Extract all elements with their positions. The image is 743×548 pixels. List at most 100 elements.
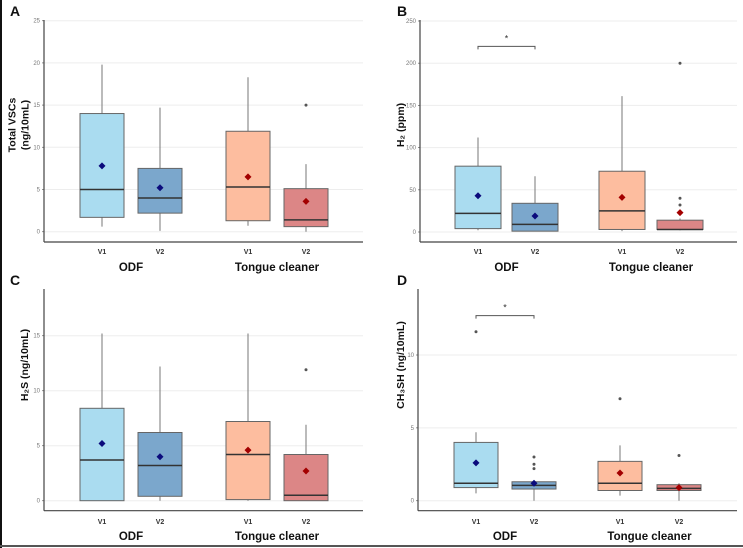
x-tick-label: V2 bbox=[676, 249, 685, 256]
mean-diamond bbox=[531, 212, 539, 220]
x-tick-label: V1 bbox=[244, 249, 253, 256]
mean-diamond bbox=[474, 192, 482, 200]
y-tick-label: 15 bbox=[33, 103, 40, 109]
group-label: Tongue cleaner bbox=[609, 262, 694, 274]
mean-diamond bbox=[244, 173, 252, 181]
y-tick-label: 15 bbox=[33, 334, 40, 340]
y-axis-label: H₂S (ng/10mL) bbox=[19, 329, 31, 401]
mean-diamond bbox=[302, 197, 310, 205]
group-label: ODF bbox=[119, 262, 143, 274]
y-tick-label: 0 bbox=[37, 499, 41, 505]
outlier-point bbox=[532, 467, 536, 471]
y-axis-label: CH₃SH (ng/10mL) bbox=[395, 321, 407, 409]
box-odf-v2: V2 bbox=[511, 455, 557, 526]
mean-diamond bbox=[98, 440, 106, 447]
outlier-point bbox=[532, 462, 536, 466]
y-tick-label: 10 bbox=[407, 353, 414, 359]
box-odf-v1: V1 bbox=[454, 137, 502, 256]
outlier-point bbox=[678, 203, 682, 207]
group-label: Tongue cleaner bbox=[607, 531, 692, 543]
x-tick-label: V1 bbox=[98, 519, 107, 526]
y-tick-label: 20 bbox=[33, 61, 40, 67]
iqr-box bbox=[283, 188, 329, 228]
significance-star: * bbox=[503, 303, 507, 313]
group-label: ODF bbox=[493, 531, 517, 543]
iqr-box bbox=[225, 421, 271, 501]
panel-letter: A bbox=[10, 3, 20, 19]
mean-diamond bbox=[98, 162, 106, 170]
y-tick-label: 100 bbox=[406, 146, 417, 152]
left-border bbox=[0, 0, 2, 548]
x-tick-label: V2 bbox=[302, 519, 311, 526]
y-tick-label: 150 bbox=[406, 103, 417, 109]
group-label: ODF bbox=[494, 262, 518, 274]
x-tick-label: V2 bbox=[156, 249, 165, 256]
outlier-point bbox=[532, 455, 536, 459]
outlier-point bbox=[678, 196, 682, 200]
y-tick-label: 0 bbox=[411, 499, 415, 505]
box-tongue-cleaner-v1: V1 bbox=[225, 333, 271, 526]
box-tongue-cleaner-v2: V2 bbox=[283, 368, 329, 526]
x-tick-label: V1 bbox=[616, 519, 625, 526]
y-tick-label: 200 bbox=[406, 61, 417, 67]
x-tick-label: V1 bbox=[244, 519, 253, 526]
iqr-box bbox=[283, 454, 329, 502]
mean-diamond bbox=[530, 479, 538, 487]
box-tongue-cleaner-v1: V1 bbox=[597, 397, 643, 526]
significance-bracket bbox=[477, 45, 536, 50]
group-label: Tongue cleaner bbox=[235, 531, 320, 543]
y-axis-label: H₂ (ppm) bbox=[395, 103, 407, 147]
iqr-box bbox=[656, 219, 704, 230]
outlier-point bbox=[304, 368, 308, 372]
group-label: ODF bbox=[119, 531, 143, 543]
box-odf-v2: V2 bbox=[137, 107, 183, 256]
y-tick-label: 0 bbox=[413, 230, 417, 236]
outlier-point bbox=[474, 330, 478, 334]
mean-diamond bbox=[616, 469, 624, 477]
y-axis-label: Total VSCs bbox=[7, 98, 19, 153]
y-axis-label: (ng/10mL) bbox=[20, 100, 32, 150]
x-tick-label: V1 bbox=[98, 249, 107, 256]
box-tongue-cleaner-v2: V2 bbox=[656, 61, 704, 256]
mean-diamond bbox=[472, 459, 480, 467]
mean-diamond bbox=[156, 453, 164, 461]
mean-diamond bbox=[675, 484, 683, 492]
outlier-point bbox=[678, 61, 682, 65]
box-tongue-cleaner-v2: V2 bbox=[283, 103, 329, 256]
mean-diamond bbox=[244, 446, 252, 454]
significance-bracket bbox=[475, 315, 535, 319]
mean-diamond bbox=[302, 467, 310, 475]
panel-a: A 0 5 10 15 20 25 Total VSCs (ng/10mL) V1 V2 V1 V2 OD… bbox=[7, 3, 363, 274]
x-tick-label: V2 bbox=[302, 249, 311, 256]
bottom-border bbox=[0, 545, 743, 547]
y-tick-label: 5 bbox=[411, 426, 415, 432]
x-tick-label: V2 bbox=[531, 249, 540, 256]
x-tick-label: V1 bbox=[472, 519, 481, 526]
y-tick-label: 250 bbox=[406, 19, 417, 25]
box-odf-v2: V2 bbox=[137, 366, 183, 526]
x-tick-label: V2 bbox=[156, 519, 165, 526]
x-tick-label: V2 bbox=[530, 519, 539, 526]
significance-star: * bbox=[505, 33, 509, 43]
y-tick-label: 5 bbox=[37, 444, 41, 450]
x-tick-label: V2 bbox=[675, 519, 684, 526]
mean-diamond bbox=[156, 184, 164, 192]
iqr-box bbox=[79, 407, 125, 502]
mean-diamond bbox=[618, 193, 626, 201]
outlier-point bbox=[618, 397, 622, 401]
y-tick-label: 50 bbox=[409, 188, 416, 194]
panel-letter: D bbox=[397, 272, 407, 288]
x-tick-label: V1 bbox=[618, 249, 627, 256]
outlier-point bbox=[677, 454, 681, 458]
x-tick-label: V1 bbox=[474, 249, 483, 256]
outlier-point bbox=[304, 103, 308, 107]
group-label: Tongue cleaner bbox=[235, 262, 320, 274]
box-odf-v1: V1 bbox=[79, 64, 125, 256]
mean-diamond bbox=[676, 209, 684, 217]
box-odf-v2: V2 bbox=[511, 176, 559, 256]
y-tick-label: 0 bbox=[37, 230, 41, 236]
y-tick-label: 5 bbox=[37, 188, 41, 194]
